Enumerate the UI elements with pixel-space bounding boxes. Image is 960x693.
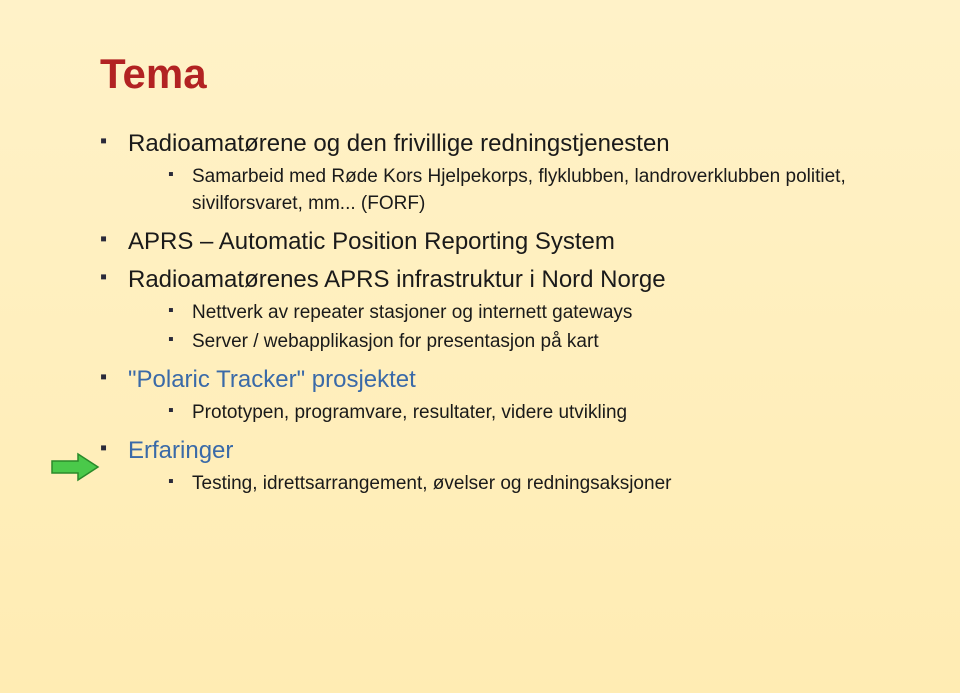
bullet-item: Erfaringer Testing, idrettsarrangement, … [100,435,900,498]
sub-bullet-text: Prototypen, programvare, resultater, vid… [192,402,627,423]
sub-bullet-item: Nettverk av repeater stasjoner og intern… [168,300,900,327]
bullet-item: APRS – Automatic Position Reporting Syst… [100,226,900,258]
bullet-text: "Polaric Tracker" prosjektet [128,366,416,393]
sub-bullet-item: Testing, idrettsarrangement, øvelser og … [168,471,900,498]
sub-bullet-text: Samarbeid med Røde Kors Hjelpekorps, fly… [192,166,846,214]
sub-bullet-item: Server / webapplikasjon for presentasjon… [168,329,900,356]
sub-bullet-item: Samarbeid med Røde Kors Hjelpekorps, fly… [168,164,900,217]
sub-bullet-text: Server / webapplikasjon for presentasjon… [192,331,599,352]
sub-bullet-item: Prototypen, programvare, resultater, vid… [168,400,900,427]
arrow-icon [50,452,100,482]
bullet-text: Radioamatørenes APRS infrastruktur i Nor… [128,266,666,293]
bullet-text: Erfaringer [128,437,233,464]
sub-bullet-text: Testing, idrettsarrangement, øvelser og … [192,473,671,494]
bullet-list-level2: Nettverk av repeater stasjoner og intern… [168,300,900,355]
bullet-text: APRS – Automatic Position Reporting Syst… [128,228,615,255]
bullet-list-level2: Samarbeid med Røde Kors Hjelpekorps, fly… [168,164,900,217]
bullet-item: Radioamatørene og den frivillige redning… [100,128,900,218]
bullet-item: Radioamatørenes APRS infrastruktur i Nor… [100,264,900,356]
bullet-text: Radioamatørene og den frivillige redning… [128,130,670,157]
slide-title: Tema [100,50,900,98]
arrow-shape [52,454,98,480]
bullet-list-level2: Prototypen, programvare, resultater, vid… [168,400,900,427]
sub-bullet-text: Nettverk av repeater stasjoner og intern… [192,302,632,323]
bullet-list-level1: Radioamatørene og den frivillige redning… [100,128,900,498]
slide: Tema Radioamatørene og den frivillige re… [0,0,960,693]
bullet-item: "Polaric Tracker" prosjektet Prototypen,… [100,364,900,427]
bullet-list-level2: Testing, idrettsarrangement, øvelser og … [168,471,900,498]
